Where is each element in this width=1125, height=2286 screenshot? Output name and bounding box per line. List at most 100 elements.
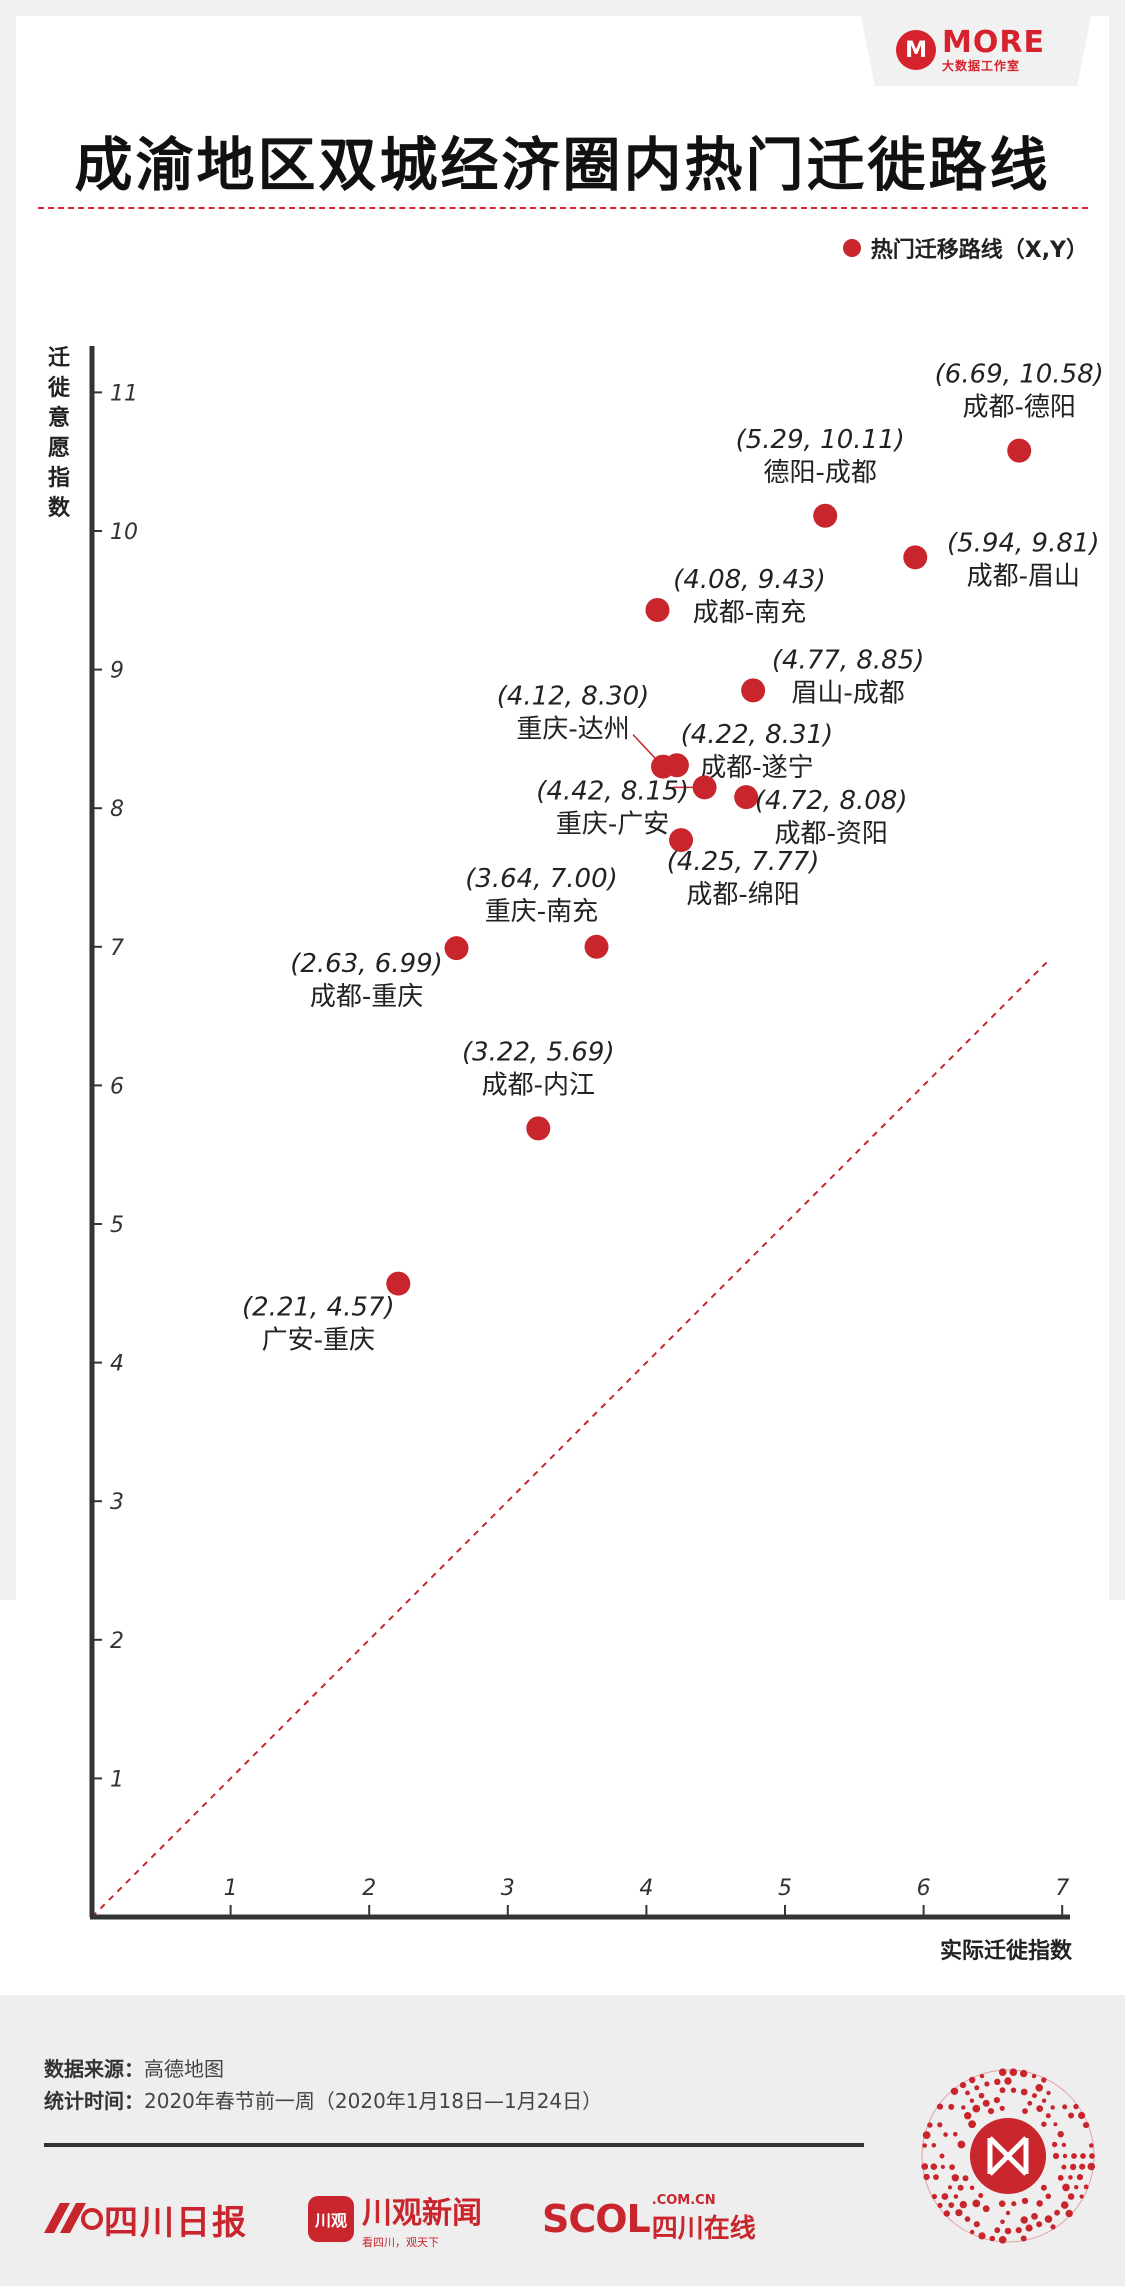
- qr-dot: [1067, 2193, 1075, 2200]
- qr-dot: [1032, 2093, 1037, 2099]
- qr-dot: [1078, 2111, 1086, 2120]
- qr-dot: [984, 2081, 990, 2087]
- point-coord-label-11: (2.63, 6.99): [290, 949, 443, 979]
- qr-dot: [1009, 2068, 1018, 2076]
- data-point-9: [669, 828, 694, 853]
- qr-dot: [1011, 2201, 1017, 2207]
- qr-dot: [1040, 2184, 1047, 2191]
- qr-dot: [1061, 2142, 1067, 2148]
- scol-logo[interactable]: SCOL .COM.CN 四川在线: [542, 2193, 756, 2245]
- brand-subtitle: 大数据工作室: [942, 59, 1021, 73]
- qr-dot: [1035, 2084, 1043, 2092]
- data-point-3: [645, 598, 670, 623]
- x-tick-label-5: 5: [778, 1876, 792, 1901]
- qr-dot: [948, 2103, 955, 2110]
- sichuan-daily-logo[interactable]: 四川日报: [40, 2195, 248, 2244]
- qr-dot: [1044, 2215, 1053, 2223]
- point-route-label-4: 眉山-成都: [791, 678, 904, 708]
- x-tick-label-7: 7: [1055, 1876, 1069, 1901]
- y-tick-label-3: 3: [110, 1490, 124, 1515]
- qr-dot: [972, 2104, 981, 2113]
- qr-dot: [968, 2120, 976, 2129]
- x-tick-label-3: 3: [501, 1876, 515, 1901]
- qr-dot: [993, 2097, 1000, 2104]
- x-axis-label: 实际迁徙指数: [939, 1939, 1072, 1964]
- qr-dot: [930, 2163, 938, 2170]
- qr-dot: [969, 2185, 975, 2191]
- qr-dot: [1068, 2112, 1075, 2119]
- source-data-label: 数据来源：: [44, 2057, 144, 2081]
- y-tick-label-7: 7: [110, 936, 124, 961]
- qr-dot: [1020, 2216, 1028, 2224]
- point-coord-label-12: (3.22, 5.69): [462, 1037, 615, 1067]
- footer: [0, 1995, 1125, 2286]
- x-tick-label-1: 1: [224, 1876, 238, 1901]
- qr-dot: [1020, 2235, 1027, 2242]
- point-coord-label-3: (4.08, 9.43): [673, 565, 826, 595]
- qr-dot: [953, 2194, 959, 2199]
- qr-dot: [961, 2105, 966, 2110]
- chart-lower-area: [0, 1600, 1125, 1995]
- qr-dot: [965, 2090, 970, 2096]
- chuanguan-icon: 川观: [308, 2196, 354, 2242]
- qr-dot: [1054, 2209, 1060, 2216]
- qr-dot: [1087, 2162, 1096, 2171]
- qr-dot: [978, 2092, 985, 2099]
- qr-dot: [1061, 2164, 1067, 2170]
- qr-dot: [921, 2163, 929, 2170]
- qr-dot: [1031, 2213, 1038, 2220]
- qr-dot: [974, 2085, 980, 2091]
- qr-dot: [959, 2200, 967, 2209]
- qr-dot: [964, 2112, 972, 2120]
- sichuan-daily-name: 四川日报: [104, 2202, 248, 2243]
- qr-dot: [1022, 2108, 1028, 2114]
- mini-program-code[interactable]: [920, 2068, 1096, 2244]
- qr-dot: [1041, 2077, 1047, 2083]
- qr-dot: [1083, 2184, 1089, 2190]
- qr-dot: [1074, 2185, 1079, 2190]
- qr-dot: [947, 2185, 953, 2190]
- reference-line: [91, 959, 1050, 1918]
- point-coord-label-1: (5.29, 10.11): [736, 425, 905, 455]
- qr-dot: [1065, 2209, 1073, 2218]
- qr-dot: [982, 2099, 990, 2107]
- qr-dot: [989, 2235, 996, 2242]
- qr-dot: [949, 2164, 955, 2170]
- point-route-label-12: 成都-内江: [482, 1070, 595, 1100]
- x-tick-label-4: 4: [639, 1876, 653, 1901]
- data-point-0: [1007, 438, 1032, 463]
- data-point-13: [386, 1271, 411, 1296]
- qr-dot: [978, 2193, 984, 2198]
- qr-dot: [957, 2184, 964, 2191]
- chuanguan-logo[interactable]: 川观 川观新闻 看四川，观天下: [308, 2188, 482, 2250]
- y-tick-label-10: 10: [110, 520, 138, 545]
- qr-dot: [998, 2200, 1006, 2207]
- point-coord-label-9: (4.25, 7.77): [667, 847, 820, 877]
- point-route-label-5: 重庆-达州: [516, 715, 629, 745]
- qr-dot: [931, 2143, 937, 2148]
- point-route-label-0: 成都-德阳: [963, 393, 1076, 423]
- qr-dot: [972, 2199, 981, 2208]
- title-divider: [38, 207, 1088, 209]
- qr-dot: [1057, 2131, 1064, 2138]
- scol-domain: .COM.CN: [651, 2193, 716, 2208]
- y-tick-label-6: 6: [110, 1074, 124, 1099]
- page-title: 成渝地区双城经济圈内热门迁徙路线: [74, 131, 1051, 199]
- qr-dot: [1005, 2210, 1011, 2216]
- y-tick-label-8: 8: [110, 797, 124, 822]
- qr-dot: [998, 2068, 1007, 2076]
- partner-logos: 四川日报 川观 川观新闻 看四川，观天下 SCOL .COM.CN 四川在线: [40, 2188, 816, 2250]
- qr-dot: [1069, 2163, 1077, 2171]
- chuanguan-tagline: 看四川，观天下: [362, 2236, 439, 2249]
- qr-dot: [1053, 2122, 1058, 2127]
- point-coord-label-13: (2.21, 4.57): [242, 1293, 395, 1323]
- qr-dot: [1020, 2069, 1028, 2078]
- qr-dot: [1073, 2103, 1079, 2110]
- qr-dot: [1060, 2201, 1069, 2209]
- scol-cn-name: 四川在线: [651, 2214, 756, 2244]
- x-tick-label-6: 6: [917, 1876, 931, 1901]
- qr-dot: [1051, 2141, 1058, 2148]
- y-tick-label-11: 11: [110, 381, 138, 406]
- qr-dot: [1045, 2193, 1052, 2200]
